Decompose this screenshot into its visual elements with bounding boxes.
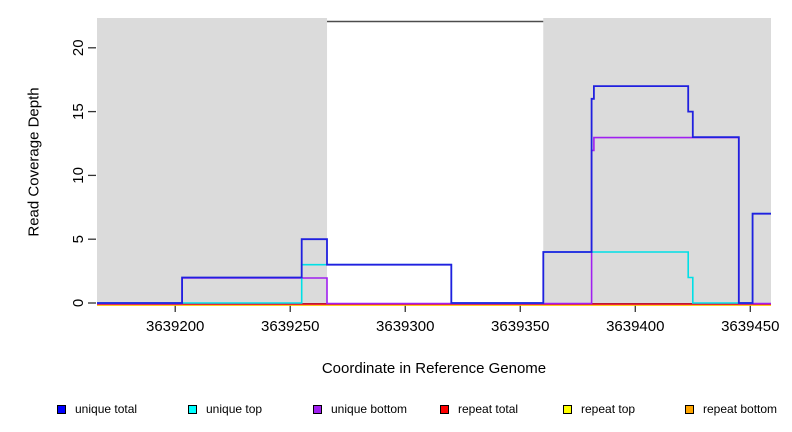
shaded-region-1 [97, 18, 328, 303]
x-axis-title: Coordinate in Reference Genome [321, 360, 547, 377]
legend-label: repeat bottom [703, 402, 778, 416]
x-tick-label: 3639350 [491, 318, 549, 335]
unique-bottom-swatch-icon [313, 404, 322, 414]
legend-label: repeat top [581, 402, 636, 416]
y-tick-label: 15 [70, 103, 87, 120]
legend-item-repeat-bottom: repeat bottom [685, 401, 777, 417]
legend: unique total unique top unique bottom re… [0, 401, 792, 421]
legend-item-repeat-top: repeat top [563, 401, 635, 417]
x-tick-label: 3639250 [261, 318, 319, 335]
repeat-bottom-swatch-icon [685, 404, 694, 414]
x-tick-label: 3639450 [721, 318, 779, 335]
legend-label: unique top [206, 402, 263, 416]
legend-item-unique-total: unique total [57, 401, 137, 417]
unique-total-swatch-icon [57, 404, 66, 414]
legend-item-repeat-total: repeat total [440, 401, 518, 417]
legend-item-unique-bottom: unique bottom [313, 401, 407, 417]
series-unique-total [97, 85, 771, 304]
x-tick-label: 3639200 [146, 318, 204, 335]
shaded-region-2 [543, 18, 771, 303]
y-axis-title: Read Coverage Depth [25, 87, 43, 237]
coverage-plot-canvas: 3639200 3639250 3639300 3639350 3639400 36394… [70, 18, 780, 335]
legend-label: repeat total [458, 402, 519, 416]
unique-top-swatch-icon [188, 404, 197, 414]
x-tick-label: 3639300 [376, 318, 434, 335]
legend-item-unique-top: unique top [188, 401, 262, 417]
legend-label: unique total [75, 402, 138, 416]
y-tick-label: 10 [70, 167, 87, 184]
x-tick-label: 3639400 [606, 318, 664, 335]
y-tick-label: 20 [70, 39, 87, 56]
legend-label: unique bottom [331, 402, 408, 416]
repeat-top-swatch-icon [563, 404, 572, 414]
y-tick-label: 0 [70, 299, 87, 307]
y-tick-label: 5 [70, 235, 87, 243]
repeat-total-swatch-icon [440, 404, 449, 414]
